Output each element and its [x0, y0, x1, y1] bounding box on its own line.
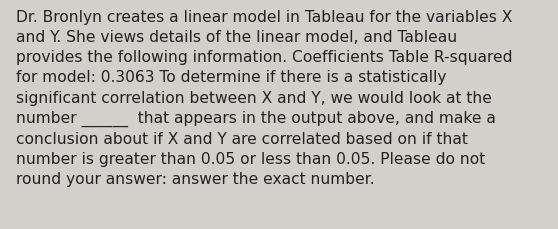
Text: Dr. Bronlyn creates a linear model in Tableau for the variables X
and Y. She vie: Dr. Bronlyn creates a linear model in Ta… — [16, 10, 512, 186]
